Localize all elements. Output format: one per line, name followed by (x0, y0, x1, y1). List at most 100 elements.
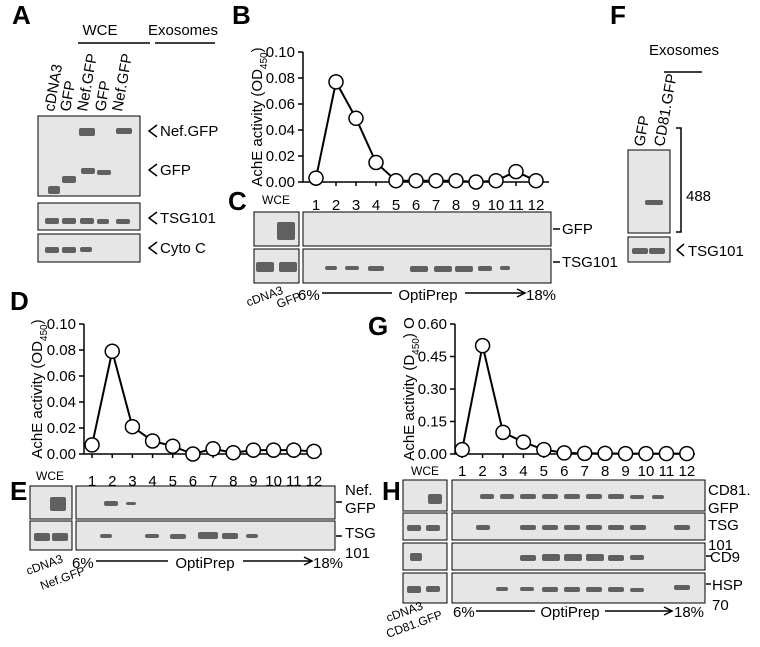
data-line (315, 79, 537, 184)
x-tick-label: 2 (332, 197, 340, 214)
band (586, 554, 604, 561)
x-tick-label: 8 (452, 197, 460, 214)
band (426, 525, 440, 531)
y-axis-label-part: ) (249, 47, 266, 52)
band-label: 101 (345, 545, 370, 562)
band (50, 497, 66, 511)
x-tick-label: 4 (148, 473, 156, 490)
x-tick-label: 9 (472, 197, 480, 214)
band (632, 248, 648, 254)
blot (75, 485, 336, 520)
arrow (675, 243, 685, 257)
group-label: Exosomes (649, 42, 719, 59)
lane-label: CD81.GFP (651, 72, 680, 147)
band (116, 219, 130, 224)
band (564, 494, 580, 499)
band (246, 534, 258, 538)
band-label: CD81. (708, 482, 751, 499)
data-point (515, 434, 532, 450)
band (586, 587, 602, 592)
band-label: Nef. (345, 482, 373, 499)
band (630, 525, 646, 530)
band (480, 494, 494, 499)
x-tick-label: 1 (88, 473, 96, 490)
band (455, 266, 473, 272)
band (410, 553, 422, 561)
lane-label: Nef.GFP (109, 52, 136, 112)
x-tick-label: 12 (306, 473, 323, 490)
data-point (205, 441, 221, 457)
gradient-label: OptiPrep (398, 287, 457, 304)
data-point (84, 437, 100, 453)
band-label: 101 (708, 537, 733, 554)
band (649, 248, 665, 254)
band (170, 534, 186, 539)
data-point (468, 174, 484, 190)
band-label: HSP (712, 577, 743, 594)
arrow (147, 124, 158, 138)
band-label: 70 (712, 597, 729, 614)
x-tick-label: 5 (169, 473, 177, 490)
band (500, 266, 510, 270)
band (520, 587, 534, 591)
x-tick-label: 2 (478, 463, 486, 480)
band (126, 502, 136, 505)
band-label: GFP (562, 221, 593, 238)
axis (454, 324, 695, 455)
band (542, 554, 560, 561)
gradient-label: 6% (453, 604, 475, 621)
blot (37, 202, 141, 231)
data-point (474, 337, 491, 354)
band (97, 219, 109, 224)
band (645, 200, 663, 205)
data-point (306, 443, 322, 460)
x-tick-label: 5 (392, 197, 400, 214)
data-point (265, 442, 282, 458)
band (564, 525, 580, 530)
band (586, 525, 602, 530)
data-point (368, 154, 384, 171)
band-label: TSG101 (688, 243, 744, 260)
wce-label: WCE (262, 193, 290, 207)
y-tick-label: 0.02 (266, 148, 295, 165)
band (407, 586, 421, 593)
x-tick-label: 9 (621, 463, 629, 480)
arrow (663, 606, 674, 616)
x-tick-label: 3 (499, 463, 507, 480)
band-label: Cyto C (160, 240, 206, 257)
data-point (536, 441, 552, 458)
band (279, 262, 297, 272)
band (277, 222, 295, 240)
band (48, 186, 60, 194)
panel-letter: A (12, 0, 31, 30)
x-tick-label: 11 (659, 463, 675, 480)
x-tick-label: 12 (528, 197, 545, 214)
y-tick-label: 0.00 (266, 174, 295, 191)
band (81, 168, 95, 174)
arrow (147, 241, 158, 255)
x-tick-label: 1 (458, 463, 466, 480)
data-point (597, 445, 613, 462)
gradient-label: 18% (526, 287, 556, 304)
panel-letter: D (10, 286, 29, 316)
y-tick-label: 0.45 (418, 349, 447, 366)
band (476, 525, 490, 530)
band (145, 534, 159, 538)
gradient-label: OptiPrep (175, 555, 234, 572)
band (407, 525, 421, 531)
band (256, 262, 274, 272)
x-tick-label: 7 (432, 197, 440, 214)
band (116, 128, 132, 134)
band (45, 247, 59, 253)
band (62, 247, 76, 253)
y-axis-label: AchE activity (OD450) (29, 319, 50, 458)
band-label: TSG (345, 525, 376, 542)
band (62, 218, 76, 224)
band-label: GFP (708, 500, 739, 517)
data-point (104, 343, 120, 360)
y-axis-label-part: 450 (259, 52, 270, 69)
data-line (91, 351, 314, 456)
x-tick-label: 7 (581, 463, 589, 480)
data-point (576, 445, 593, 462)
data-point (408, 172, 424, 189)
